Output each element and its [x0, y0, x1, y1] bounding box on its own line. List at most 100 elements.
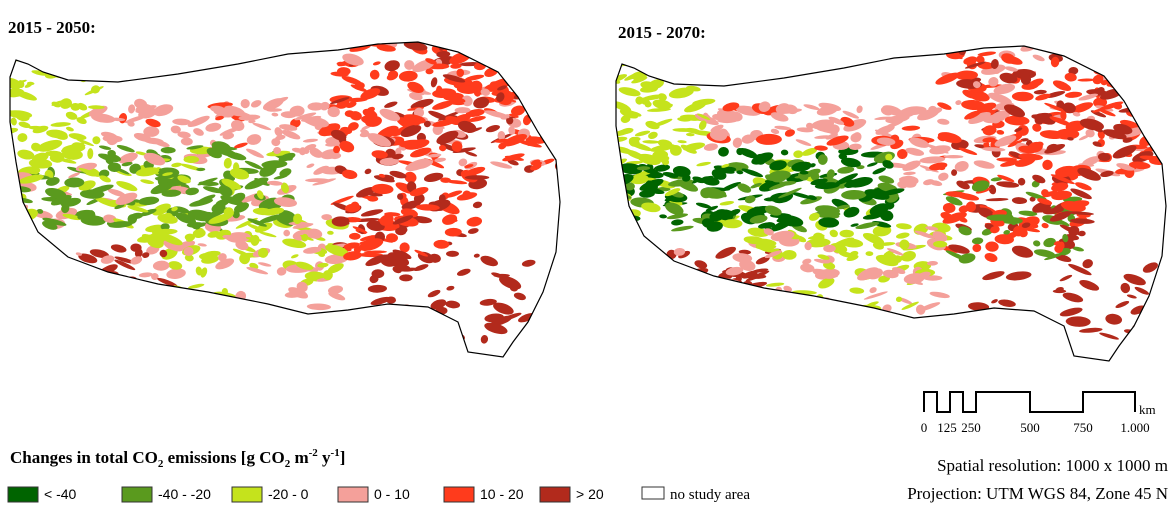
- map-cell: [10, 245, 29, 254]
- map-cell: [637, 354, 646, 361]
- map-cell: [252, 122, 272, 132]
- map-cell: [129, 355, 144, 361]
- map-cell: [383, 59, 401, 73]
- map-cell: [541, 298, 567, 305]
- map-title: 2015 - 2070:: [618, 23, 706, 42]
- map-cell: [157, 295, 182, 306]
- map-cell: [803, 103, 820, 111]
- map-cell: [156, 317, 177, 324]
- map-cell: [667, 271, 686, 285]
- map-cell: [377, 318, 403, 337]
- map-cell: [1000, 338, 1019, 346]
- map-cell: [766, 282, 785, 288]
- map-cell: [1059, 274, 1073, 283]
- map-cell: [719, 288, 745, 303]
- map-cell: [757, 326, 774, 338]
- map-cell: [622, 215, 641, 222]
- legend-label: 0 - 10: [374, 486, 410, 502]
- map-cell: [198, 181, 218, 187]
- map-cell: [690, 313, 712, 325]
- map-cell: [101, 351, 119, 361]
- scale-label: 250: [961, 420, 981, 435]
- map-cell: [87, 292, 112, 302]
- map-cell: [433, 240, 449, 249]
- map-cell: [36, 322, 54, 335]
- map-cell: [503, 53, 518, 64]
- map-cell: [75, 305, 82, 310]
- map-cell: [1125, 63, 1145, 72]
- map-cell: [723, 333, 737, 342]
- map-cell: [744, 289, 767, 305]
- map-cell: [40, 309, 64, 326]
- map-cell: [39, 343, 57, 354]
- map-cell: [752, 310, 770, 319]
- map-cell: [660, 334, 673, 339]
- map-cell: [659, 214, 667, 219]
- map-cell: [1131, 322, 1157, 337]
- map-cell: [3, 280, 16, 291]
- legend-swatch: [232, 487, 262, 502]
- map-cell: [124, 312, 141, 318]
- map-cell: [869, 286, 878, 294]
- map-cell: [676, 289, 687, 298]
- map-cell: [839, 230, 854, 238]
- map-cell: [1158, 88, 1176, 102]
- map-cell: [534, 50, 551, 58]
- map-cell: [509, 53, 524, 66]
- map-cell: [712, 281, 722, 286]
- map-cell: [629, 309, 643, 322]
- map-cell: [675, 271, 687, 280]
- map-cell: [8, 332, 32, 346]
- map-cell: [246, 133, 262, 146]
- map-cell: [712, 352, 734, 366]
- map-cell: [722, 287, 744, 301]
- map-cell: [618, 209, 627, 215]
- map-cell: [680, 286, 690, 291]
- map-cell: [849, 287, 864, 294]
- map-cell: [81, 264, 101, 278]
- map-cell: [479, 254, 499, 269]
- map-cell: [650, 264, 674, 271]
- map-cell: [502, 37, 514, 50]
- map-cell: [123, 293, 137, 301]
- map-cell: [97, 262, 119, 278]
- map-cell: [642, 140, 659, 144]
- map-cell: [139, 272, 153, 278]
- map-cell: [634, 246, 643, 258]
- map-cell: [16, 268, 25, 273]
- map-cell: [78, 324, 102, 337]
- map-cell: [481, 51, 499, 65]
- map-cell: [678, 338, 692, 349]
- map-cell: [327, 231, 334, 235]
- map-cell: [634, 341, 660, 354]
- map-cell: [673, 320, 688, 328]
- map-cell: [223, 158, 232, 169]
- map-cell: [241, 99, 250, 108]
- map-cell: [638, 264, 648, 273]
- map-cell: [7, 313, 33, 324]
- map-cell: [642, 299, 667, 311]
- map-cell: [615, 259, 634, 267]
- map-cell: [471, 46, 487, 58]
- map-cell: [234, 141, 249, 149]
- map-cell: [1148, 332, 1164, 347]
- map-cell: [120, 294, 142, 306]
- map-cell: [655, 354, 662, 363]
- text: emissions [g CO: [163, 448, 284, 467]
- map-cell: [983, 336, 1007, 348]
- map-cell: [614, 80, 620, 84]
- map-cell: [736, 352, 746, 361]
- map-cell: [480, 334, 489, 344]
- map-cell: [733, 303, 743, 312]
- map-cell: [15, 348, 26, 355]
- map-cell: [54, 267, 68, 280]
- map-cell: [399, 274, 412, 281]
- legend-label: < -40: [44, 486, 77, 502]
- map-cell: [46, 332, 60, 345]
- map-cell: [682, 344, 692, 352]
- map-cell: [388, 312, 406, 324]
- scale-label: 0: [921, 420, 928, 435]
- map-cell: [83, 303, 103, 313]
- map-cell: [531, 93, 543, 102]
- map-cell: [538, 57, 553, 65]
